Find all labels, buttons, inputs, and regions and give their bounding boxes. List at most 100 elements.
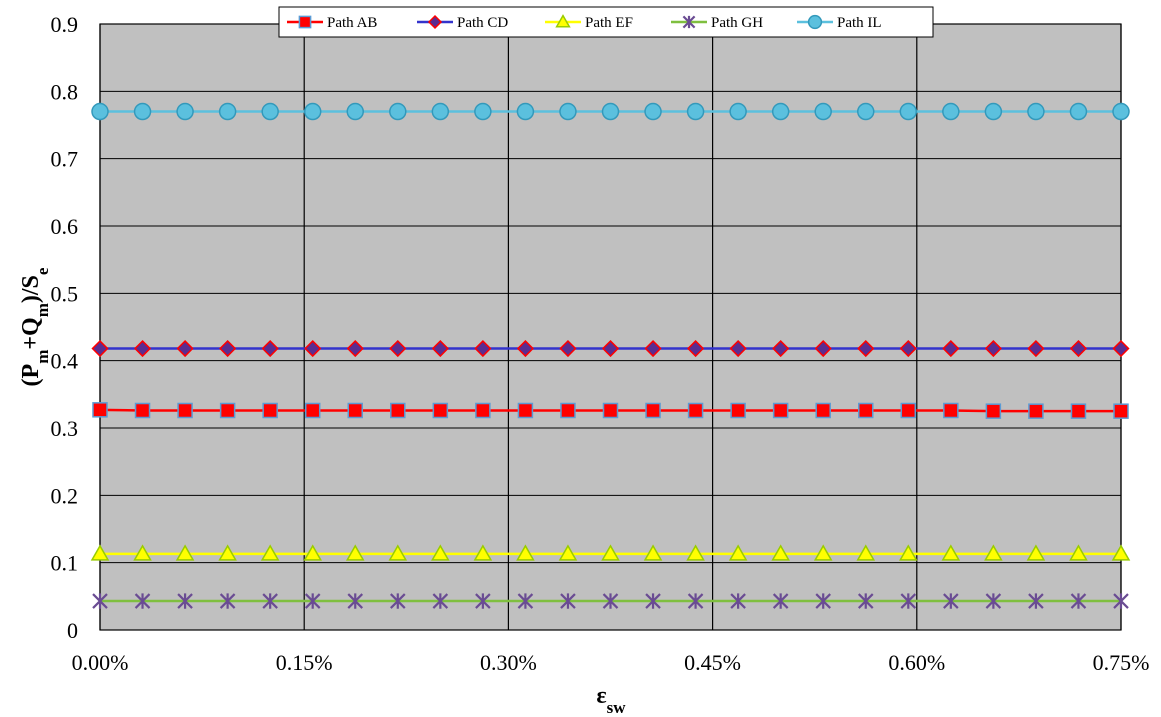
x-tick-label: 0.60% [888,650,945,675]
y-tick-label: 0.1 [51,551,79,576]
path-il-point [389,102,407,121]
x-tick-label: 0.00% [72,650,129,675]
path-ab-point [772,402,789,419]
path-ef-point [388,544,408,561]
path-il-point [814,102,832,121]
path-ef-point [984,544,1003,561]
path-cd-point [346,339,364,358]
path-ef-point [898,544,918,561]
path-ef-legend-label: Path EF [585,15,633,31]
path-ab-point [900,402,917,419]
path-ab-point [602,402,619,419]
y-tick-label: 0.4 [51,349,79,374]
path-ef-point [218,544,237,561]
path-ab-legend-marker [298,15,312,29]
path-gh-point [985,593,1002,609]
path-ab-point [517,402,534,419]
path-ef-point [1026,544,1046,561]
path-il-series [91,102,1130,121]
y-axis-ticks: 0 0.1 0.2 0.3 0.4 0.5 0.6 0.7 0.8 0.9 [51,12,79,643]
path-ef-point [1069,544,1088,561]
path-cd-point [559,339,577,358]
path-ef-point [813,544,833,561]
path-il-point [346,102,364,121]
path-il-point [261,102,279,121]
x-tick-label: 0.75% [1093,650,1150,675]
path-il-point [771,102,790,121]
path-il-point [942,102,960,121]
path-ef-point [601,544,620,561]
path-cd-point [389,339,407,358]
path-il-legend-label: Path IL [837,15,882,31]
path-cd-point [1069,339,1088,358]
path-ef-point [431,544,450,561]
series-group [90,102,1131,609]
y-tick-label: 0 [67,618,78,643]
path-gh-point [1028,593,1044,609]
y-tick-label: 0.3 [51,416,79,441]
path-ef-point [345,544,365,561]
path-gh-point [943,593,959,609]
path-gh-series [92,593,1129,609]
path-il-point [431,102,450,121]
legend: Path AB Path CD Path EF Path GH Path IL [278,6,934,38]
path-cd-point [1027,339,1045,358]
path-il-point [303,102,322,121]
path-il-point [559,102,577,121]
path-ab-point [262,402,278,419]
path-ab-point [219,402,236,419]
path-gh-point [304,593,321,609]
path-ab-series [92,402,1129,419]
path-cd-legend-marker [427,14,443,30]
path-gh-point [347,593,364,609]
path-ef-point [558,544,578,561]
path-ef-point [941,544,961,561]
path-cd-point [219,339,237,358]
path-ab-point [687,402,704,419]
path-cd-series [91,339,1130,358]
path-cd-point [431,339,449,358]
path-ab-point [92,402,108,418]
y-axis-title: (Pm+Qm)/Se [18,267,52,386]
path-gh-point [177,593,193,609]
path-ef-legend-marker [555,14,571,28]
path-il-point [644,102,662,121]
path-cd-point [772,339,790,358]
path-il-legend-marker [807,14,823,30]
path-gh-point [432,593,449,609]
path-il-point [133,102,152,121]
path-ab-legend-label: Path AB [327,15,377,31]
path-gh-legend-label: Path GH [711,15,763,31]
path-cd-point [516,339,534,358]
path-ab-point [1113,403,1129,419]
path-ef-point [175,544,195,561]
path-ab-point [432,402,449,419]
path-ab-point [645,402,661,419]
path-cd-point [474,339,492,358]
path-gh-point [1113,593,1129,609]
path-ab-point [134,402,151,419]
path-cd-point [601,339,620,358]
path-il-point [516,102,535,121]
path-gh-point [815,593,831,609]
path-ef-point [303,544,323,561]
x-tick-label: 0.45% [684,650,741,675]
path-gh-point [390,593,406,609]
path-gh-point [560,593,576,609]
path-ab-point [985,403,1002,419]
path-il-point [474,102,492,121]
plot-area [100,24,1121,630]
path-il-point [218,102,237,121]
path-ab-point [347,402,363,419]
path-ef-point [1111,544,1131,561]
path-cd-point [729,339,747,358]
path-il-point [1112,102,1130,121]
path-il-point [1027,102,1045,121]
path-il-point [686,102,705,121]
path-ab-point [475,402,491,419]
x-axis-ticks: 0.00% 0.15% 0.30% 0.45% 0.60% 0.75% [72,650,1150,675]
path-gh-point [857,593,874,609]
y-tick-label: 0.8 [51,79,79,104]
path-cd-point [814,339,832,358]
